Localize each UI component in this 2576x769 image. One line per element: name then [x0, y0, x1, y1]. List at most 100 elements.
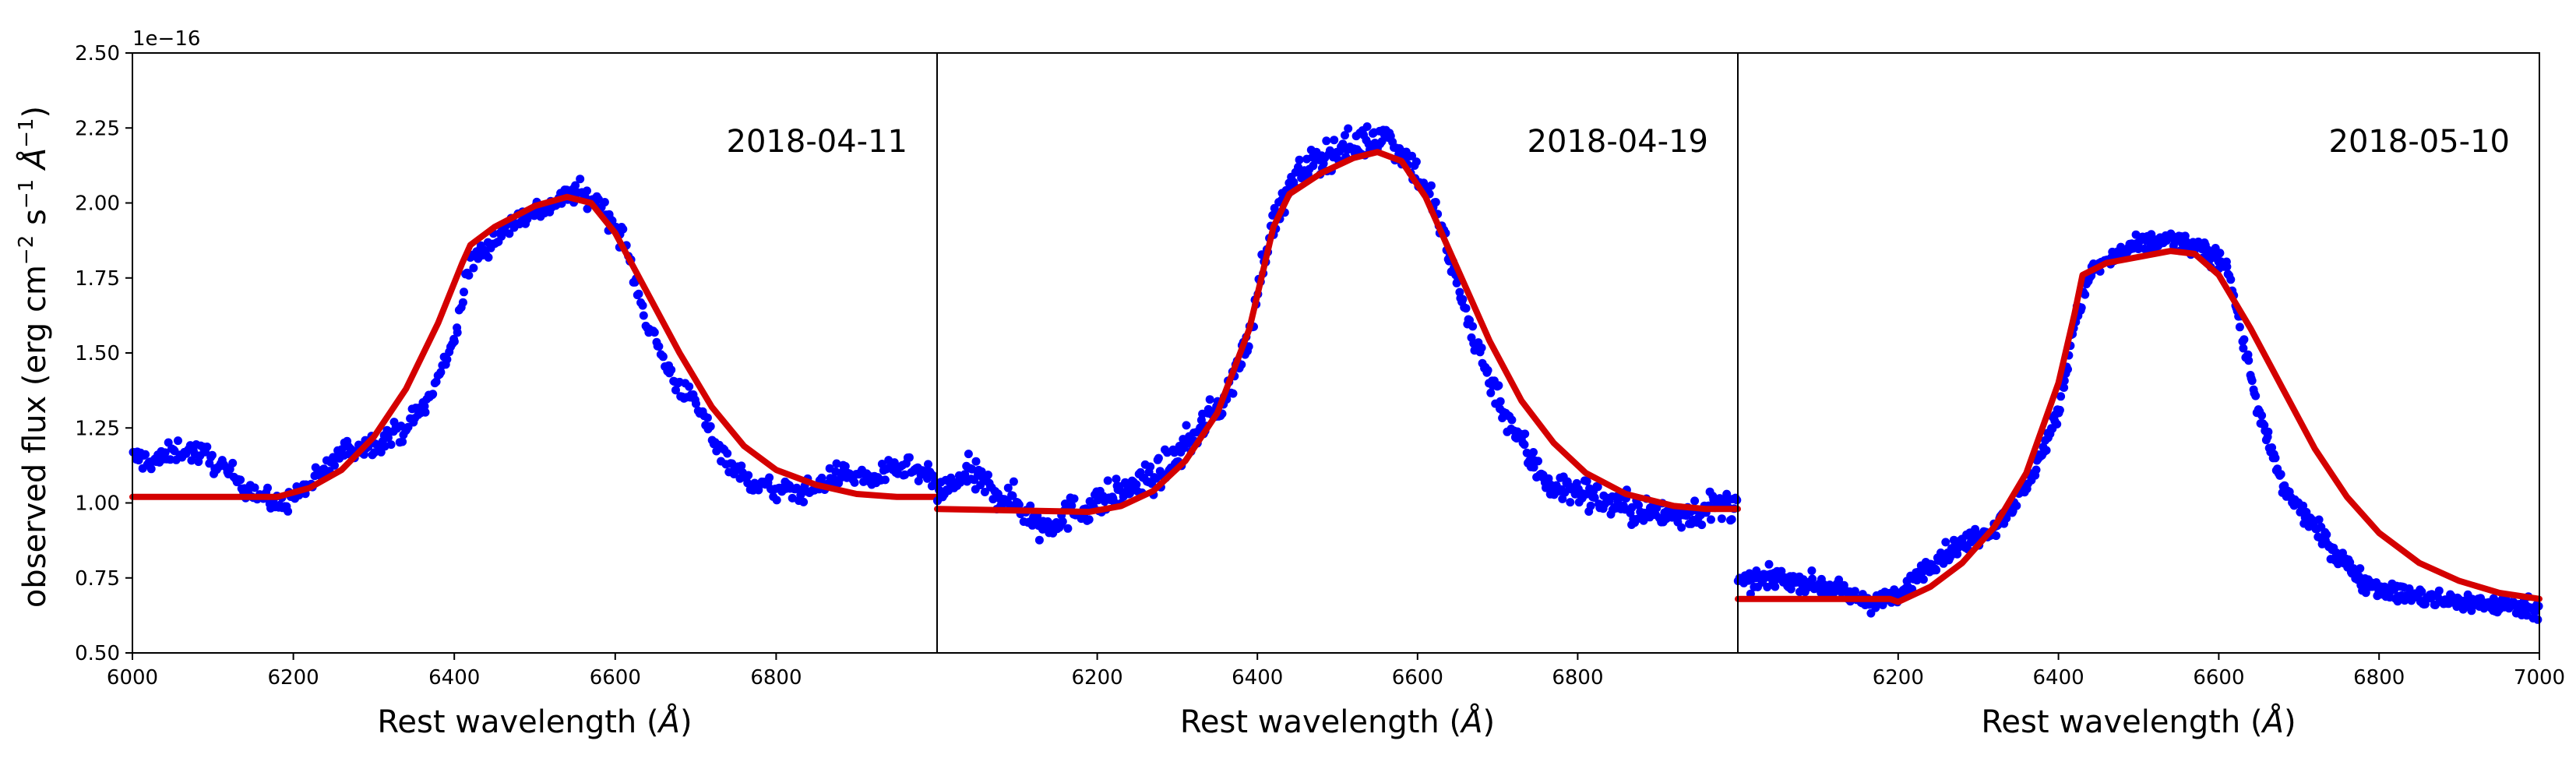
data-point — [1807, 566, 1817, 575]
data-point — [799, 497, 809, 506]
data-point — [971, 457, 981, 466]
data-point — [428, 390, 438, 399]
data-point — [832, 459, 841, 468]
data-point — [1309, 161, 1318, 171]
x-tick-label: 6800 — [1552, 666, 1603, 690]
data-point — [1529, 463, 1538, 472]
data-point — [1408, 151, 1416, 161]
data-point — [2147, 230, 2156, 239]
data-point — [1496, 397, 1505, 406]
data-point — [436, 368, 446, 377]
data-point — [484, 252, 493, 262]
x-tick-label: 6400 — [428, 666, 480, 690]
data-point — [1182, 421, 1191, 430]
x-tick-label: 6400 — [1232, 666, 1283, 690]
data-point — [1325, 146, 1334, 155]
data-point — [250, 483, 259, 492]
data-point — [1677, 523, 1686, 532]
data-point — [1014, 500, 1024, 510]
data-point — [1919, 575, 1928, 584]
data-point — [2522, 611, 2532, 620]
data-point — [2247, 376, 2257, 386]
data-point — [967, 464, 977, 474]
data-point — [2239, 344, 2248, 353]
fit-curve — [1735, 248, 2543, 605]
data-point — [2042, 446, 2051, 455]
data-point — [1732, 496, 1742, 505]
data-point — [2032, 465, 2041, 474]
data-point — [1084, 515, 1094, 524]
y-offset-text: 1e−16 — [132, 27, 200, 51]
data-point — [2268, 443, 2277, 452]
data-point — [1582, 477, 1591, 486]
data-point — [1338, 139, 1348, 149]
data-point — [576, 175, 585, 184]
data-point — [1558, 494, 1567, 503]
y-title-sup-1: −2 — [15, 235, 38, 265]
data-point — [703, 413, 712, 422]
data-point — [1521, 429, 1530, 439]
panel-date-label: 2018-04-11 — [727, 124, 907, 160]
data-point — [1468, 322, 1478, 331]
data-point — [1146, 462, 1155, 471]
data-point — [1477, 344, 1486, 352]
data-point — [2235, 323, 2244, 332]
data-point — [311, 463, 320, 472]
y-title-sup-3: −1 — [15, 118, 38, 147]
data-point — [1058, 517, 1067, 526]
x-axis-title: Rest wavelength (Å) — [1180, 703, 1495, 740]
data-point — [2314, 515, 2324, 524]
data-point — [1697, 520, 1707, 530]
data-point — [980, 488, 989, 496]
panel-2018-04-11: 6000 6200 6400 6600 6800 2018-04-11 Rest wav… — [107, 52, 941, 740]
data-point — [1008, 491, 1017, 500]
x-tick-label: 7000 — [2514, 666, 2565, 690]
data-point — [1170, 448, 1179, 457]
data-point — [1771, 582, 1780, 591]
data-point — [2055, 405, 2064, 414]
data-point — [1932, 566, 1941, 575]
data-point — [1627, 503, 1637, 512]
panel-2018-05-10: 6200 6400 6600 6800 7000 2018-05-10 Rest wav… — [1733, 52, 2565, 740]
data-point — [1727, 515, 1736, 524]
data-point — [1063, 524, 1073, 533]
x-tick-label: 6200 — [1873, 666, 1924, 690]
data-point — [421, 407, 430, 417]
data-point — [1103, 476, 1112, 485]
data-point — [236, 475, 245, 485]
data-point — [723, 449, 732, 458]
data-point — [2215, 249, 2225, 258]
data-point — [458, 298, 467, 307]
y-title-part-1: observed flux (erg cm — [17, 265, 53, 608]
data-point — [2251, 391, 2261, 400]
data-point — [1341, 131, 1349, 140]
data-point — [692, 399, 700, 408]
data-point — [2056, 392, 2066, 401]
data-point — [449, 337, 459, 346]
data-point — [650, 328, 659, 337]
x-axis-title: Rest wavelength (Å) — [1981, 703, 2296, 740]
data-point — [1534, 457, 1542, 466]
data-point — [1566, 498, 1575, 507]
data-point — [2012, 501, 2021, 510]
data-point — [600, 198, 609, 206]
y-axis-title: observed flux (erg cm−2 s−1 Å−1) — [15, 106, 53, 608]
data-point — [505, 229, 514, 238]
data-point — [2222, 262, 2232, 271]
data-point — [1112, 474, 1121, 484]
data-point — [1634, 500, 1643, 510]
data-point — [2053, 419, 2062, 429]
data-point — [464, 270, 474, 280]
data-point — [964, 450, 973, 459]
observed-points — [1733, 229, 2543, 624]
data-point — [639, 311, 648, 320]
y-tick-label: 2.00 — [75, 192, 120, 216]
data-point — [2081, 290, 2090, 299]
data-point — [1507, 415, 1517, 425]
data-point — [1151, 474, 1161, 483]
data-point — [634, 289, 643, 298]
data-point — [2405, 584, 2414, 593]
data-point — [658, 352, 668, 362]
data-point — [1786, 584, 1795, 594]
x-tick-label: 6400 — [2033, 666, 2084, 690]
